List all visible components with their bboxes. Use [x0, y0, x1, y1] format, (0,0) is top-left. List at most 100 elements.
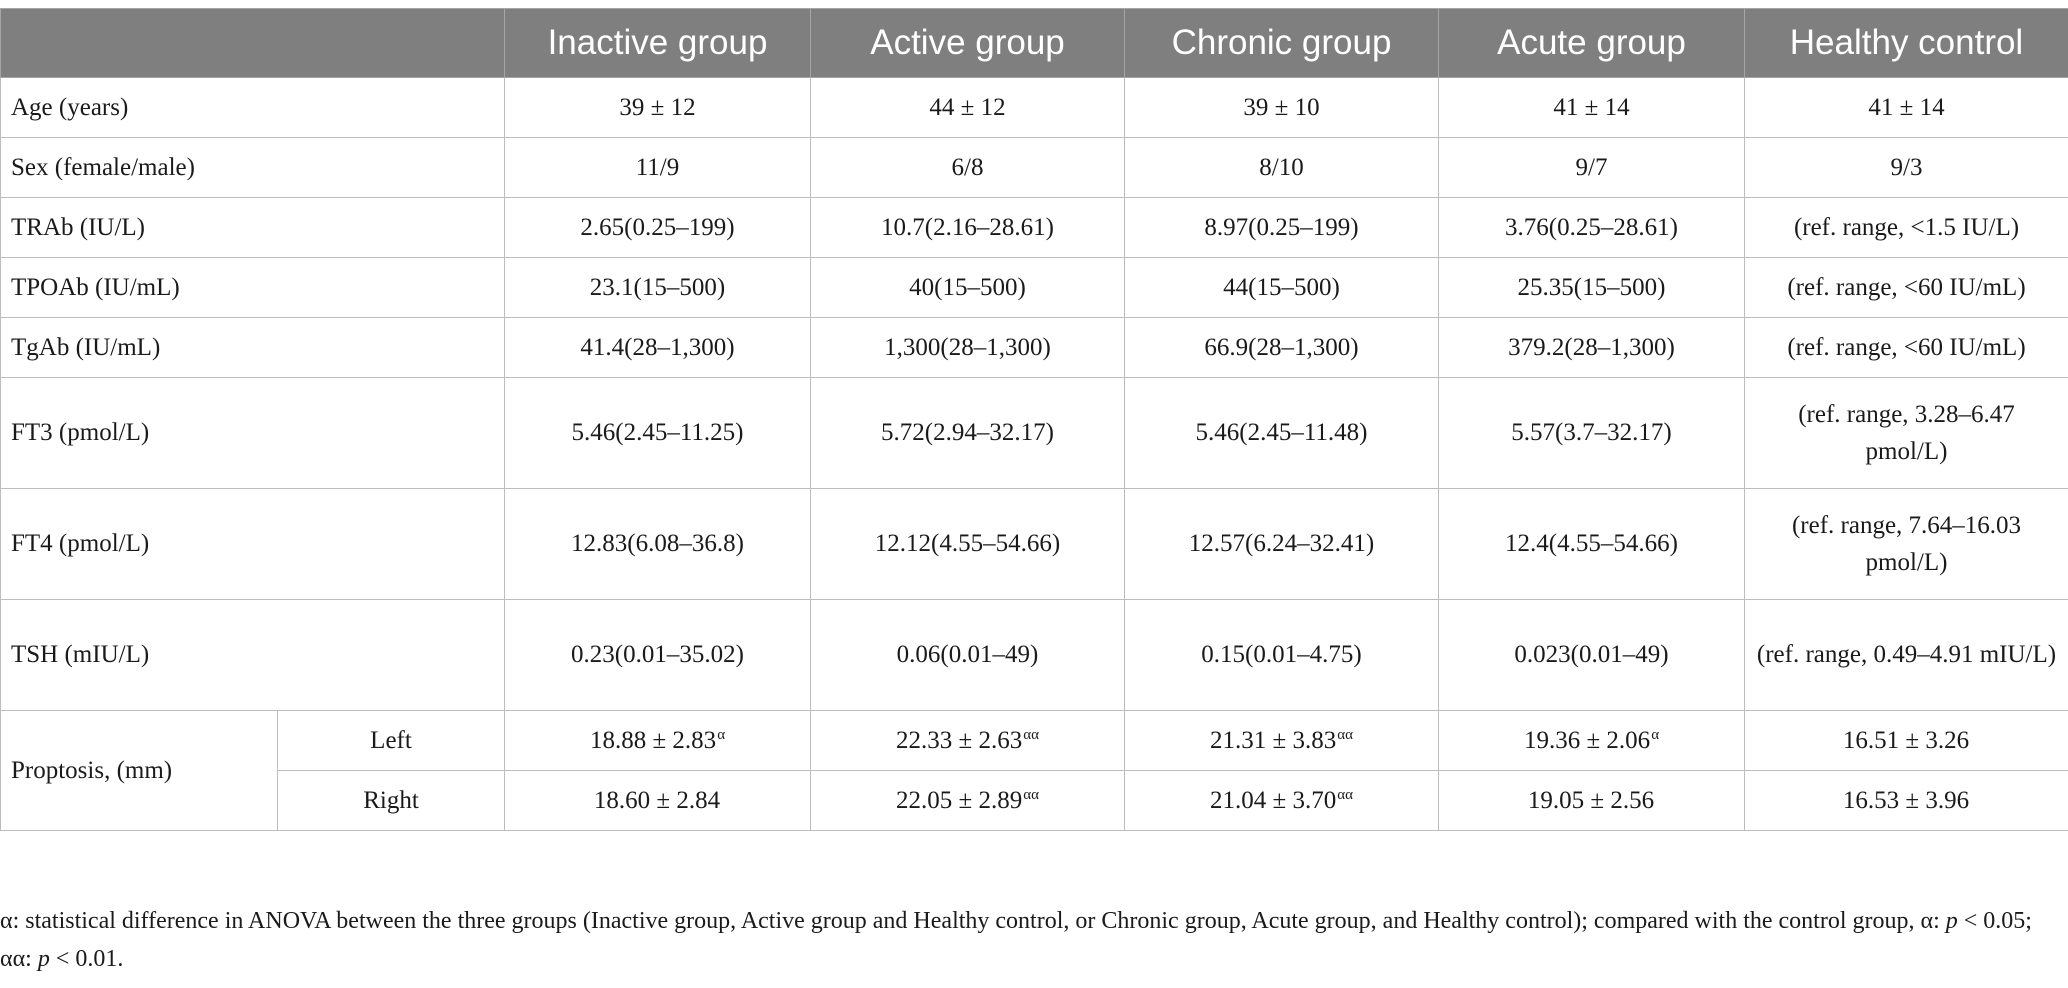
- table-cell: 0.23(0.01–35.02): [504, 599, 811, 711]
- footnote-p-symbol: p: [1945, 908, 1958, 934]
- row-label: TRAb (IU/L): [0, 197, 505, 258]
- table-cell: 39 ± 10: [1124, 77, 1439, 138]
- table-cell: 16.51 ± 3.26: [1744, 710, 2068, 771]
- table-cell: (ref. range, 7.64–16.03 pmol/L): [1744, 488, 2068, 600]
- table-cell: 8.97(0.25–199): [1124, 197, 1439, 258]
- significance-mark: αα: [1337, 726, 1353, 743]
- table-cell: 8/10: [1124, 137, 1439, 198]
- row-label: TgAb (IU/mL): [0, 317, 505, 378]
- significance-mark: αα: [1023, 726, 1039, 743]
- row-label: FT3 (pmol/L): [0, 377, 505, 489]
- table-cell: 23.1(15–500): [504, 257, 811, 318]
- table-cell: 21.04 ± 3.70αα: [1124, 770, 1439, 831]
- table-cell: 40(15–500): [810, 257, 1125, 318]
- table-cell: 379.2(28–1,300): [1438, 317, 1745, 378]
- table-cell: (ref. range, <60 IU/mL): [1744, 317, 2068, 378]
- table-cell: 12.57(6.24–32.41): [1124, 488, 1439, 600]
- header-cell: Chronic group: [1124, 8, 1439, 78]
- table-cell: 41 ± 14: [1438, 77, 1745, 138]
- header-cell: Acute group: [1438, 8, 1745, 78]
- cell-value: 16.53 ± 3.96: [1842, 786, 1970, 814]
- significance-mark: α: [717, 726, 726, 743]
- table-cell: 18.88 ± 2.83α: [504, 710, 811, 771]
- table-row: TPOAb (IU/mL) 23.1(15–500) 40(15–500) 44…: [0, 257, 2068, 318]
- header-cell: Active group: [810, 8, 1125, 78]
- table-cell: 5.46(2.45–11.25): [504, 377, 811, 489]
- significance-mark: αα: [1023, 786, 1039, 803]
- cell-value: 21.31 ± 3.83: [1210, 726, 1337, 754]
- table-row: TSH (mIU/L) 0.23(0.01–35.02) 0.06(0.01–4…: [0, 599, 2068, 711]
- table-cell: 5.57(3.7–32.17): [1438, 377, 1745, 489]
- table-cell: 12.4(4.55–54.66): [1438, 488, 1745, 600]
- table-cell: 18.60 ± 2.84: [504, 770, 811, 831]
- cell-value: 18.88 ± 2.83: [589, 726, 717, 754]
- cell-value: 19.05 ± 2.56: [1527, 786, 1655, 814]
- table-row: FT4 (pmol/L) 12.83(6.08–36.8) 12.12(4.55…: [0, 488, 2068, 600]
- table-cell: 0.06(0.01–49): [810, 599, 1125, 711]
- cell-value: 22.33 ± 2.63: [896, 726, 1023, 754]
- table-row: Right 18.60 ± 2.84 22.05 ± 2.89αα 21.04 …: [1, 770, 2068, 831]
- table-row: TgAb (IU/mL) 41.4(28–1,300) 1,300(28–1,3…: [0, 317, 2068, 378]
- header-cell: Inactive group: [504, 8, 811, 78]
- data-table: Inactive group Active group Chronic grou…: [0, 8, 2068, 831]
- row-label: TSH (mIU/L): [0, 599, 505, 711]
- header-row: Inactive group Active group Chronic grou…: [0, 8, 2068, 78]
- row-label: FT4 (pmol/L): [0, 488, 505, 600]
- table-cell: 2.65(0.25–199): [504, 197, 811, 258]
- sub-row-label: Left: [277, 710, 505, 771]
- table-cell: 22.05 ± 2.89αα: [810, 770, 1125, 831]
- table-cell: 10.7(2.16–28.61): [810, 197, 1125, 258]
- table-cell: 44(15–500): [1124, 257, 1439, 318]
- table-cell: 9/3: [1744, 137, 2068, 198]
- table-cell: (ref. range, 0.49–4.91 mIU/L): [1744, 599, 2068, 711]
- table-cell: (ref. range, <1.5 IU/L): [1744, 197, 2068, 258]
- table-row: TRAb (IU/L) 2.65(0.25–199) 10.7(2.16–28.…: [0, 197, 2068, 258]
- table-cell: 12.12(4.55–54.66): [810, 488, 1125, 600]
- table-row: Proptosis, (mm) Left 18.88 ± 2.83α 22.33…: [0, 710, 2068, 831]
- cell-value: 22.05 ± 2.89: [896, 786, 1023, 814]
- table-row: FT3 (pmol/L) 5.46(2.45–11.25) 5.72(2.94–…: [0, 377, 2068, 489]
- table-cell: 22.33 ± 2.63αα: [810, 710, 1125, 771]
- table-footnote: α: statistical difference in ANOVA betwe…: [0, 902, 2040, 979]
- significance-mark: α: [1651, 726, 1660, 743]
- table-cell: 39 ± 12: [504, 77, 811, 138]
- footnote-text: < 0.01.: [49, 946, 124, 973]
- row-label: Proptosis, (mm): [0, 710, 278, 831]
- table-cell: 25.35(15–500): [1438, 257, 1745, 318]
- table-cell: 44 ± 12: [810, 77, 1125, 138]
- table-cell: 3.76(0.25–28.61): [1438, 197, 1745, 258]
- row-label: Age (years): [0, 77, 505, 138]
- table-cell: 41 ± 14: [1744, 77, 2068, 138]
- table-cell: 21.31 ± 3.83αα: [1124, 710, 1439, 771]
- cell-value: 21.04 ± 3.70: [1210, 786, 1337, 814]
- table-row: Age (years) 39 ± 12 44 ± 12 39 ± 10 41 ±…: [0, 77, 2068, 138]
- footnote-text: α: statistical difference in ANOVA betwe…: [0, 908, 1946, 934]
- table-cell: 11/9: [504, 137, 811, 198]
- sub-row-label: Right: [277, 770, 505, 831]
- table-cell: 9/7: [1438, 137, 1745, 198]
- table-cell: 5.72(2.94–32.17): [810, 377, 1125, 489]
- header-cell: Healthy control: [1744, 8, 2068, 78]
- table-cell: 1,300(28–1,300): [810, 317, 1125, 378]
- table-cell: 19.36 ± 2.06α: [1438, 710, 1745, 771]
- table-cell: 5.46(2.45–11.48): [1124, 377, 1439, 489]
- header-cell: [0, 8, 505, 78]
- table-cell: 12.83(6.08–36.8): [504, 488, 811, 600]
- cell-value: 16.51 ± 3.26: [1842, 726, 1970, 754]
- table-cell: (ref. range, 3.28–6.47 pmol/L): [1744, 377, 2068, 489]
- table-cell: 0.023(0.01–49): [1438, 599, 1745, 711]
- table-cell: 16.53 ± 3.96: [1744, 770, 2068, 831]
- table-cell: 66.9(28–1,300): [1124, 317, 1439, 378]
- cell-value: 19.36 ± 2.06: [1523, 726, 1651, 754]
- footnote-p-symbol: p: [37, 946, 50, 973]
- table-row: Sex (female/male) 11/9 6/8 8/10 9/7 9/3: [0, 137, 2068, 198]
- table-cell: 19.05 ± 2.56: [1438, 770, 1745, 831]
- footnote-text: < 0.05; αα:: [0, 908, 2032, 973]
- table-cell: 6/8: [810, 137, 1125, 198]
- table-cell: (ref. range, <60 IU/mL): [1744, 257, 2068, 318]
- table-cell: 0.15(0.01–4.75): [1124, 599, 1439, 711]
- row-label: Sex (female/male): [0, 137, 505, 198]
- row-label: TPOAb (IU/mL): [0, 257, 505, 318]
- table-cell: 41.4(28–1,300): [504, 317, 811, 378]
- cell-value: 18.60 ± 2.84: [593, 786, 721, 814]
